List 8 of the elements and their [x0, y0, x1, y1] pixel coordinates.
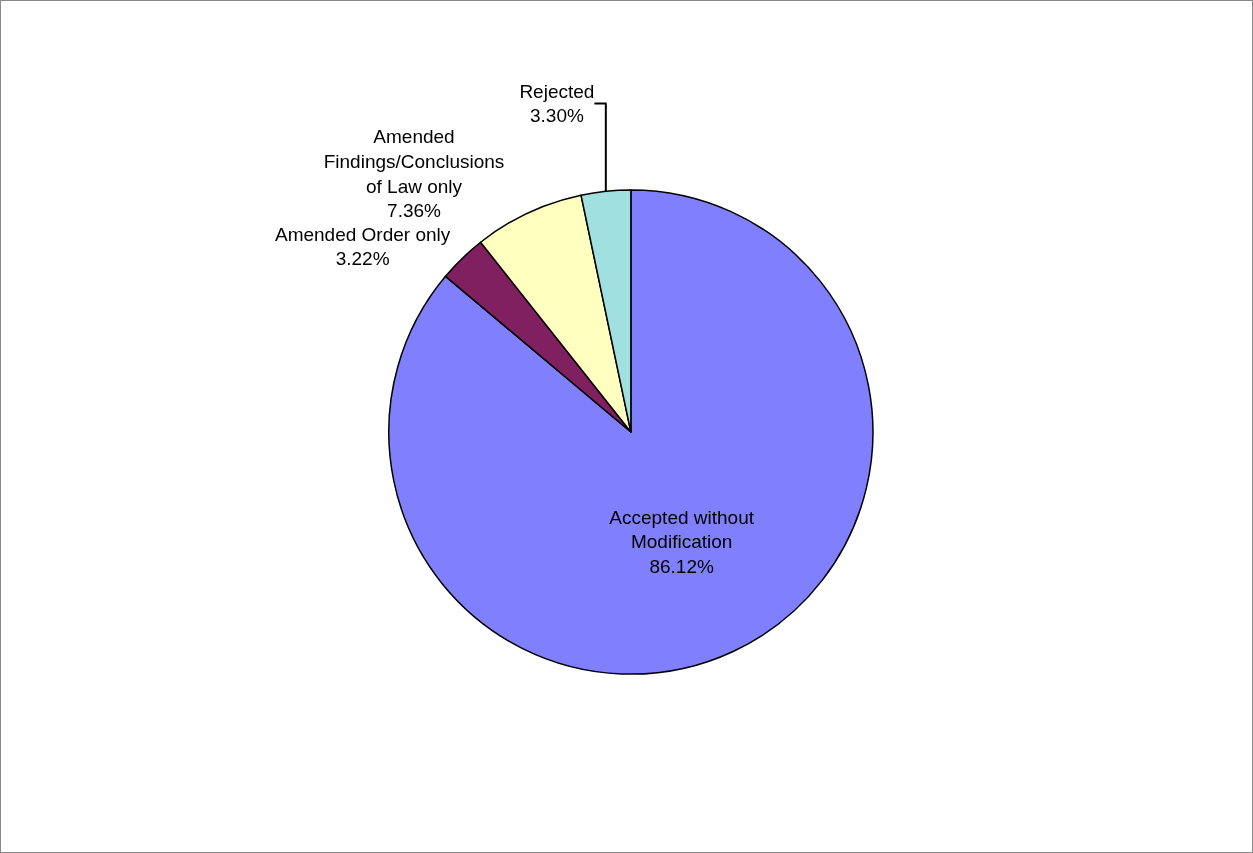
data-label: 3.30%	[529, 105, 584, 127]
data-label: 7.36%	[387, 200, 442, 222]
slice-label: Amended Findings/Conclusions of Law only	[323, 126, 505, 197]
slice-label: Rejected	[519, 80, 595, 102]
slice-label: Amended Order only	[274, 223, 451, 245]
data-label: 86.12%	[649, 555, 714, 577]
slice-label: Accepted without Modification	[609, 506, 755, 553]
data-label: 3.22%	[335, 248, 390, 270]
